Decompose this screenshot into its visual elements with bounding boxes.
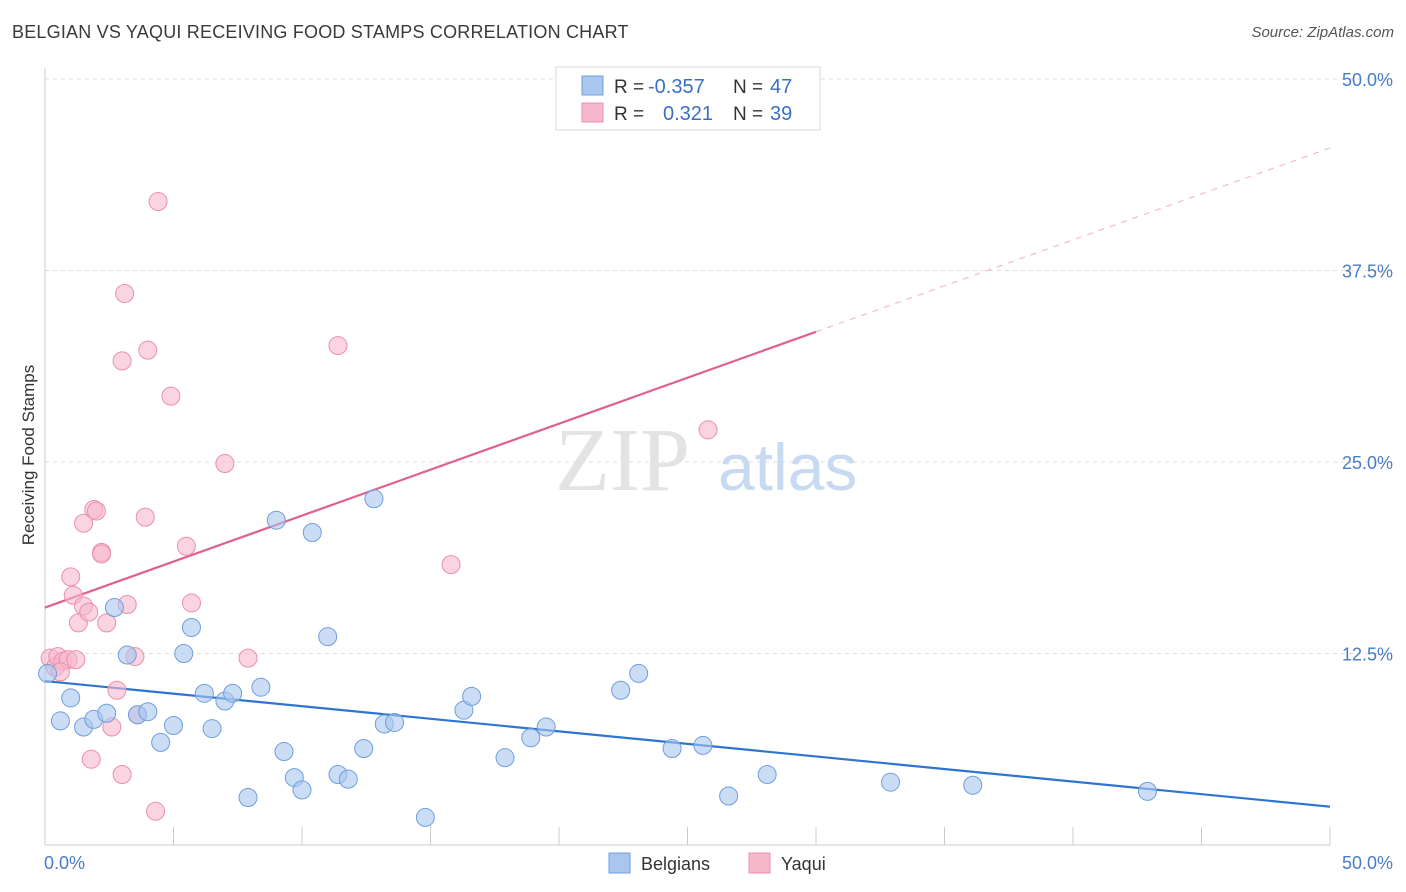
point-belgians-13	[181, 617, 201, 637]
point-yaqui-32	[181, 593, 201, 613]
y-tick-label-0: 12.5%	[1342, 645, 1393, 665]
point-yaqui-11	[79, 602, 99, 622]
point-yaqui-10	[74, 513, 94, 533]
point-belgians-9	[138, 702, 158, 722]
trend-line-yaqui	[44, 330, 817, 609]
legend-belgians-r-value: -0.357	[648, 76, 705, 98]
point-yaqui-30	[161, 386, 181, 406]
axes	[44, 68, 1331, 846]
point-belgians-35	[495, 748, 515, 768]
y-tick-label-1: 25.0%	[1342, 453, 1393, 473]
source-label: Source: ZipAtlas.com	[1251, 24, 1394, 41]
point-yaqui-33	[215, 454, 235, 474]
point-belgians-38	[611, 680, 631, 700]
point-belgians-29	[364, 489, 384, 509]
point-belgians-36	[521, 728, 541, 748]
point-yaqui-37	[698, 420, 718, 440]
point-yaqui-34	[238, 648, 258, 668]
tick-labels: 12.5% 25.0% 37.5% 50.0% 0.0% 50.0%	[44, 70, 1393, 873]
point-belgians-11	[164, 716, 183, 736]
bottom-legend: Belgians Yaqui	[608, 852, 826, 874]
point-belgians-44	[881, 772, 901, 792]
legend-yaqui-n-label: N =	[733, 104, 763, 125]
point-belgians-23	[292, 780, 312, 800]
point-belgians-19	[251, 677, 271, 697]
point-belgians-34	[462, 686, 482, 706]
point-belgians-32	[415, 807, 435, 827]
legend-belgians-n-label: N =	[733, 77, 763, 98]
y-tick-label-2: 37.5%	[1342, 262, 1393, 282]
legend-yaqui-r-label: R =	[614, 104, 644, 125]
point-belgians-43	[757, 765, 777, 785]
point-yaqui-12	[81, 749, 101, 769]
point-yaqui-6	[61, 567, 81, 587]
point-yaqui-38	[66, 650, 86, 670]
watermark-atlas: atlas	[718, 430, 857, 504]
point-yaqui-35	[328, 336, 348, 356]
point-belgians-46	[1138, 781, 1158, 801]
point-belgians-15	[202, 719, 222, 739]
point-belgians-24	[302, 522, 322, 542]
point-yaqui-26	[135, 507, 155, 527]
point-belgians-42	[719, 786, 739, 806]
legend-box: R = -0.357 N = 47 R = 0.321 N = 39	[555, 66, 821, 131]
point-yaqui-31	[176, 536, 196, 556]
point-yaqui-28	[146, 801, 166, 821]
point-belgians-37	[536, 717, 556, 737]
trend-lines	[44, 147, 1331, 808]
bottom-legend-belgians-label: Belgians	[641, 854, 710, 874]
point-belgians-40	[662, 738, 682, 758]
point-belgians-14	[194, 683, 214, 703]
point-yaqui-27	[138, 340, 158, 360]
point-belgians-10	[151, 732, 171, 752]
point-belgians-41	[693, 735, 713, 755]
gridlines	[45, 78, 1392, 654]
y-axis-label: Receiving Food Stamps	[19, 365, 38, 545]
legend-belgians-n-value: 47	[770, 76, 792, 98]
chart-title: BELGIAN VS YAQUI RECEIVING FOOD STAMPS C…	[12, 22, 629, 42]
point-belgians-20	[266, 510, 286, 530]
x-tick-label-max: 50.0%	[1342, 853, 1393, 873]
point-belgians-31	[385, 712, 405, 732]
point-belgians-28	[354, 738, 374, 758]
bottom-legend-yaqui-swatch	[748, 852, 771, 874]
point-belgians-5	[97, 703, 117, 723]
point-belgians-21	[274, 742, 294, 762]
watermark-zip: ZIP	[555, 411, 690, 510]
point-yaqui-14	[86, 501, 106, 521]
point-yaqui-19	[107, 680, 127, 700]
data-points	[38, 192, 1158, 827]
legend-yaqui-n-value: 39	[770, 103, 792, 125]
point-belgians-18	[238, 788, 258, 808]
point-belgians-6	[104, 598, 124, 618]
legend-yaqui-r-value: 0.321	[663, 103, 713, 125]
point-yaqui-21	[115, 283, 135, 303]
legend-yaqui-swatch	[581, 102, 604, 123]
point-belgians-2	[61, 688, 81, 708]
x-tick-label-min: 0.0%	[44, 853, 85, 873]
point-yaqui-20	[112, 765, 132, 785]
point-yaqui-29	[148, 192, 168, 212]
point-belgians-45	[963, 775, 983, 795]
point-yaqui-36	[441, 555, 461, 575]
point-belgians-25	[318, 627, 338, 647]
point-belgians-17	[223, 683, 243, 703]
trend-line-belgians	[44, 679, 1331, 808]
legend-belgians-swatch	[581, 75, 604, 96]
point-belgians-39	[629, 663, 649, 683]
point-belgians-12	[174, 644, 194, 663]
bottom-legend-belgians-swatch	[608, 852, 631, 874]
legend-belgians-r-label: R =	[614, 77, 644, 98]
point-yaqui-22	[112, 351, 132, 371]
point-belgians-0	[38, 663, 58, 683]
bottom-legend-yaqui-label: Yaqui	[781, 854, 826, 874]
point-yaqui-16	[92, 544, 112, 564]
y-tick-label-3: 50.0%	[1342, 70, 1393, 90]
point-yaqui-17	[97, 613, 117, 633]
point-belgians-1	[50, 711, 70, 731]
point-belgians-27	[338, 769, 358, 789]
point-belgians-7	[117, 645, 137, 665]
trend-line-yaqui-extension	[815, 147, 1331, 333]
